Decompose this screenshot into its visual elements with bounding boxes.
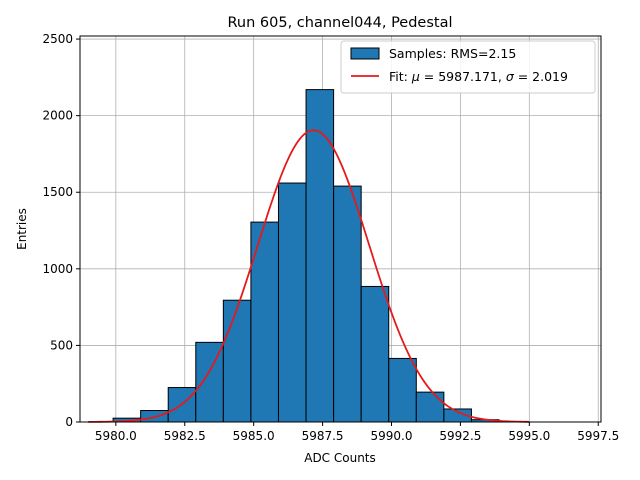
legend-fit-prefix: Fit: [389, 69, 412, 84]
x-tick-label-1: 5982.5 [164, 429, 206, 443]
histogram-bar-7 [305, 89, 335, 423]
y-tick-label-4: 2000 [42, 109, 73, 123]
x-tick-label-5: 5992.5 [439, 429, 481, 443]
y-tick-label-0: 0 [65, 415, 73, 429]
y-tick-label-3: 1500 [42, 185, 73, 199]
legend-fit-label: Fit: μ = 5987.171, σ = 2.019 [389, 69, 568, 84]
x-tick-label-6: 5995.0 [508, 429, 550, 443]
y-axis-label: Entries [15, 208, 29, 250]
legend-fit-mu-symbol: μ [411, 69, 420, 84]
histogram-bar-6 [277, 182, 307, 423]
legend-frame [340, 40, 596, 94]
legend: Samples: RMS=2.15 Fit: μ = 5987.171, σ =… [340, 40, 596, 94]
legend-samples-label: Samples: RMS=2.15 [389, 46, 516, 61]
legend-fit-sigma-value: = 2.019 [514, 69, 568, 84]
x-tick-label-4: 5990.0 [370, 429, 412, 443]
legend-fit-sigma-symbol: σ [506, 69, 515, 84]
axes: 5980.0 5982.5 5985.0 5987.5 5990.0 5992.5 5995… [42, 32, 619, 443]
y-tick-label-2: 1000 [42, 262, 73, 276]
chart-title: Run 605, channel044, Pedestal [227, 15, 452, 31]
histogram-bar-11 [415, 391, 445, 423]
y-tick-label-5: 2500 [42, 32, 73, 46]
x-tick-label-0: 5980.0 [95, 429, 137, 443]
legend-samples-swatch [350, 47, 380, 60]
x-tick-label-7: 5997.5 [577, 429, 619, 443]
x-tick-label-2: 5985.0 [233, 429, 275, 443]
x-tick-label-3: 5987.5 [302, 429, 344, 443]
x-axis-label: ADC Counts [304, 451, 376, 465]
histogram-bar-4 [222, 299, 252, 423]
histogram-bar-9 [360, 285, 390, 423]
fit-curve-group [88, 129, 530, 423]
histogram-bar-8 [333, 185, 362, 423]
fit-curve [88, 129, 530, 423]
y-tick-label-1: 500 [50, 338, 73, 352]
histogram-bar-10 [388, 357, 417, 423]
plot-frame [79, 35, 602, 423]
legend-fit-mu-value: = 5987.171, [420, 69, 506, 84]
